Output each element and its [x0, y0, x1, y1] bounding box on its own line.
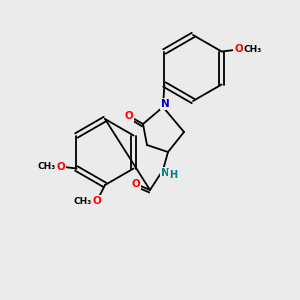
- Text: O: O: [234, 44, 243, 55]
- Text: N: N: [160, 99, 169, 109]
- Text: N: N: [160, 168, 169, 178]
- Text: CH₃: CH₃: [74, 196, 92, 206]
- Text: CH₃: CH₃: [244, 45, 262, 54]
- Text: O: O: [132, 179, 140, 189]
- Text: O: O: [124, 111, 134, 121]
- Text: O: O: [93, 196, 101, 206]
- Text: H: H: [169, 170, 177, 180]
- Text: O: O: [56, 161, 65, 172]
- Text: CH₃: CH₃: [37, 162, 56, 171]
